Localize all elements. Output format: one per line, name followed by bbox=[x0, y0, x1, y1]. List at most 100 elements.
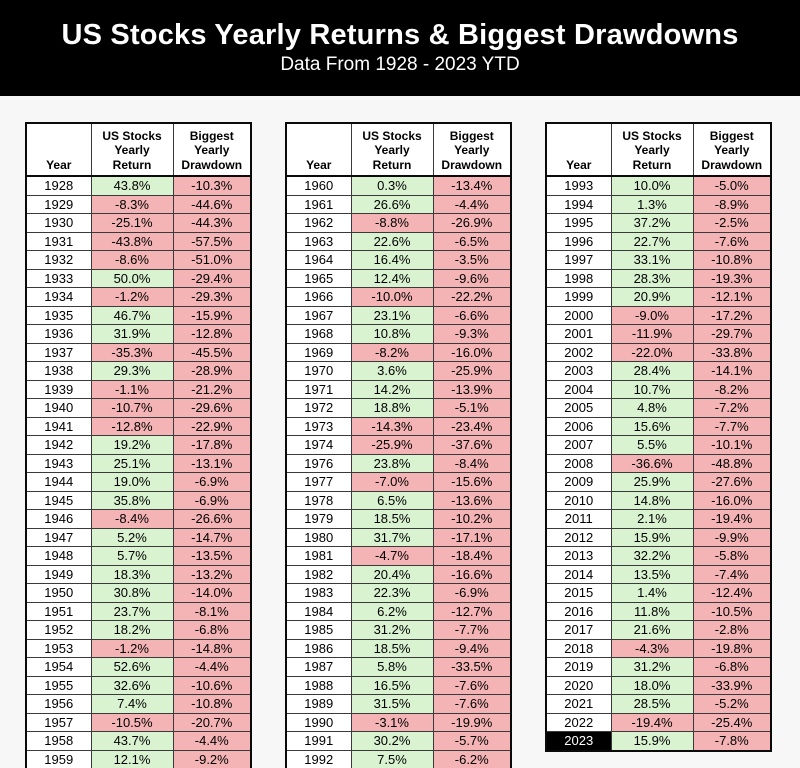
drawdown-cell: -22.2% bbox=[432, 287, 512, 307]
year-cell: 2007 bbox=[545, 435, 612, 455]
return-cell: 31.7% bbox=[350, 527, 434, 547]
table-row: 1953 -1.2% -14.8% bbox=[25, 638, 252, 658]
drawdown-cell: -9.4% bbox=[432, 638, 512, 658]
year-cell: 1971 bbox=[285, 379, 352, 399]
table-row: 1946 -8.4% -26.6% bbox=[25, 509, 252, 529]
year-cell: 1973 bbox=[285, 416, 352, 436]
year-cell: 1932 bbox=[25, 250, 92, 270]
year-cell: 1969 bbox=[285, 342, 352, 362]
return-cell: 22.6% bbox=[350, 231, 434, 251]
drawdown-cell: -15.6% bbox=[432, 472, 512, 492]
table-row: 1942 19.2% -17.8% bbox=[25, 435, 252, 455]
year-cell: 1982 bbox=[285, 564, 352, 584]
table-row: 1995 37.2% -2.5% bbox=[545, 213, 772, 233]
return-cell: -4.3% bbox=[610, 638, 694, 658]
table-row: 2015 1.4% -12.4% bbox=[545, 583, 772, 603]
return-cell: 28.3% bbox=[610, 268, 694, 288]
return-cell: -1.2% bbox=[90, 638, 174, 658]
table-row: 1985 31.2% -7.7% bbox=[285, 620, 512, 640]
return-cell: 5.7% bbox=[90, 546, 174, 566]
drawdown-cell: -19.8% bbox=[692, 638, 772, 658]
return-cell: 15.9% bbox=[610, 527, 694, 547]
return-cell: 43.7% bbox=[90, 731, 174, 751]
drawdown-cell: -44.3% bbox=[172, 213, 252, 233]
return-cell: 25.9% bbox=[610, 472, 694, 492]
year-cell: 2001 bbox=[545, 324, 612, 344]
return-cell: 10.7% bbox=[610, 379, 694, 399]
drawdown-cell: -5.0% bbox=[692, 175, 772, 196]
table-row: 1968 10.8% -9.3% bbox=[285, 324, 512, 344]
drawdown-cell: -10.5% bbox=[692, 601, 772, 621]
drawdown-cell: -9.6% bbox=[432, 268, 512, 288]
table-row: 1976 23.8% -8.4% bbox=[285, 453, 512, 473]
drawdown-cell: -51.0% bbox=[172, 250, 252, 270]
table-row: 1961 26.6% -4.4% bbox=[285, 194, 512, 214]
table-row: 1989 31.5% -7.6% bbox=[285, 694, 512, 714]
drawdown-cell: -26.9% bbox=[432, 213, 512, 233]
return-cell: 16.4% bbox=[350, 250, 434, 270]
drawdown-cell: -5.1% bbox=[432, 398, 512, 418]
table-row: 1941 -12.8% -22.9% bbox=[25, 416, 252, 436]
table-row: 1981 -4.7% -18.4% bbox=[285, 546, 512, 566]
year-cell: 1998 bbox=[545, 268, 612, 288]
return-cell: -1.1% bbox=[90, 379, 174, 399]
return-cell: -36.6% bbox=[610, 453, 694, 473]
table-body: 1928 43.8% -10.3% 1929 -8.3% -44.6% 1930 -25.1%… bbox=[25, 175, 252, 768]
year-cell: 1985 bbox=[285, 620, 352, 640]
drawdown-cell: -12.1% bbox=[692, 287, 772, 307]
return-cell: 14.2% bbox=[350, 379, 434, 399]
return-cell: 22.7% bbox=[610, 231, 694, 251]
drawdown-cell: -10.8% bbox=[692, 250, 772, 270]
year-cell: 1997 bbox=[545, 250, 612, 270]
drawdown-cell: -22.9% bbox=[172, 416, 252, 436]
year-cell: 1964 bbox=[285, 250, 352, 270]
return-cell: 32.2% bbox=[610, 546, 694, 566]
drawdown-cell: -14.8% bbox=[172, 638, 252, 658]
col-header-year: Year bbox=[285, 122, 352, 177]
return-cell: 3.6% bbox=[350, 361, 434, 381]
year-cell: 1991 bbox=[285, 731, 352, 751]
return-cell: 14.8% bbox=[610, 490, 694, 510]
table-row: 1972 18.8% -5.1% bbox=[285, 398, 512, 418]
table-row: 1949 18.3% -13.2% bbox=[25, 564, 252, 584]
table-row: 1992 7.5% -6.2% bbox=[285, 749, 512, 768]
table-row: 1982 20.4% -16.6% bbox=[285, 564, 512, 584]
return-cell: 18.5% bbox=[350, 509, 434, 529]
returns-table-1993-2023: Year US Stocks Yearly Return Biggest Yea… bbox=[545, 122, 772, 752]
year-cell: 1946 bbox=[25, 509, 92, 529]
return-cell: 13.5% bbox=[610, 564, 694, 584]
drawdown-cell: -33.5% bbox=[432, 657, 512, 677]
return-cell: 28.4% bbox=[610, 361, 694, 381]
return-cell: 18.8% bbox=[350, 398, 434, 418]
drawdown-cell: -3.5% bbox=[432, 250, 512, 270]
table-row: 2001 -11.9% -29.7% bbox=[545, 324, 772, 344]
col-header-return: US Stocks Yearly Return bbox=[350, 122, 434, 177]
return-cell: 11.8% bbox=[610, 601, 694, 621]
table-row: 1932 -8.6% -51.0% bbox=[25, 250, 252, 270]
drawdown-cell: -23.4% bbox=[432, 416, 512, 436]
drawdown-cell: -6.9% bbox=[172, 472, 252, 492]
table-body: 1993 10.0% -5.0% 1994 1.3% -8.9% 1995 37.2% -2.5… bbox=[545, 175, 772, 751]
year-cell: 1953 bbox=[25, 638, 92, 658]
year-cell: 2012 bbox=[545, 527, 612, 547]
return-cell: 19.0% bbox=[90, 472, 174, 492]
year-cell: 2008 bbox=[545, 453, 612, 473]
year-cell: 2000 bbox=[545, 305, 612, 325]
year-cell: 1978 bbox=[285, 490, 352, 510]
year-cell: 1980 bbox=[285, 527, 352, 547]
year-cell: 1945 bbox=[25, 490, 92, 510]
table-row: 1957 -10.5% -20.7% bbox=[25, 712, 252, 732]
return-cell: 46.7% bbox=[90, 305, 174, 325]
return-cell: 15.9% bbox=[610, 731, 694, 751]
year-cell: 1981 bbox=[285, 546, 352, 566]
return-cell: 33.1% bbox=[610, 250, 694, 270]
return-cell: 7.4% bbox=[90, 694, 174, 714]
return-cell: -10.0% bbox=[350, 287, 434, 307]
drawdown-cell: -7.7% bbox=[432, 620, 512, 640]
drawdown-cell: -7.2% bbox=[692, 398, 772, 418]
table-row: 1991 30.2% -5.7% bbox=[285, 731, 512, 751]
drawdown-cell: -48.8% bbox=[692, 453, 772, 473]
drawdown-cell: -13.6% bbox=[432, 490, 512, 510]
year-cell: 2014 bbox=[545, 564, 612, 584]
